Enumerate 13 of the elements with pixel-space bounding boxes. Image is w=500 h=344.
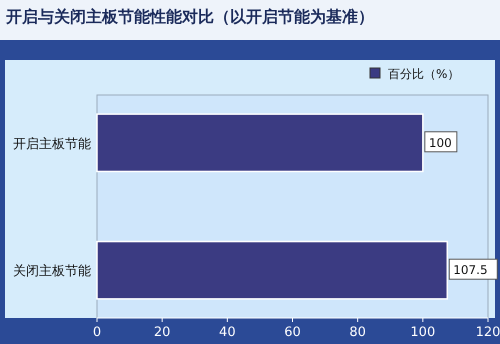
y-tick-label: 开启主板节能 [13,136,91,152]
x-tick-label: 60 [284,325,301,340]
data-label: 100 [428,136,452,150]
x-tick-label: 100 [410,325,436,340]
chart-title: 开启与关闭主板节能性能对比（以开启节能为基准） [5,7,374,26]
x-tick-label: 120 [476,325,500,340]
data-label: 107.5 [453,263,488,278]
x-tick-label: 80 [349,325,366,340]
x-tick-label: 0 [92,325,102,340]
x-tick-label: 20 [154,325,170,340]
y-tick-label: 关闭主板节能 [13,263,91,280]
legend-label: 百分比（%） [388,67,460,81]
x-tick-label: 40 [219,325,236,340]
